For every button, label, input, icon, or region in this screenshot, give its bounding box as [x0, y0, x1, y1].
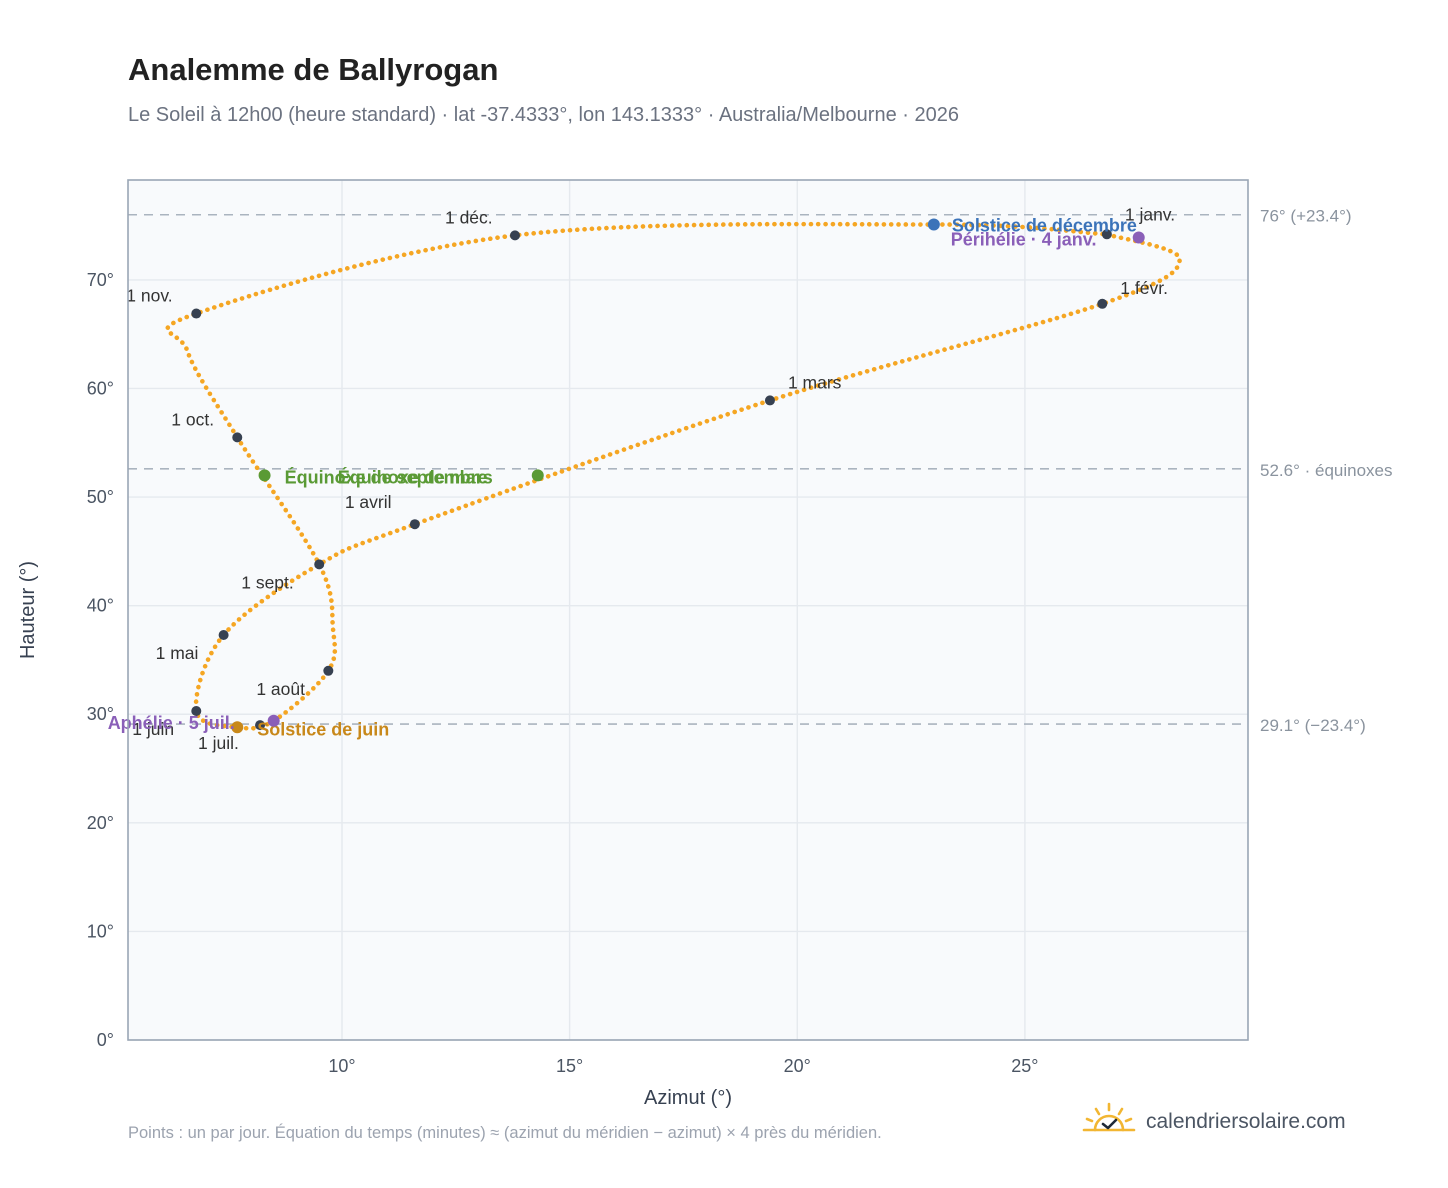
- analemma-path: [165, 221, 1183, 731]
- event-marker: [531, 469, 544, 482]
- month-marker-label: 1 déc.: [445, 207, 493, 227]
- x-tick-label: 10°: [328, 1056, 355, 1076]
- y-tick-label: 10°: [87, 921, 114, 941]
- y-axis-label: Hauteur (°): [17, 561, 39, 659]
- y-tick-label: 40°: [87, 596, 114, 616]
- month-marker-label: 1 nov.: [126, 286, 172, 306]
- event-marker: [231, 721, 244, 734]
- month-marker-label: 1 févr.: [1120, 278, 1168, 298]
- month-marker: [509, 230, 520, 241]
- month-marker-label: 1 juil.: [198, 733, 239, 753]
- y-tick-label: 20°: [87, 813, 114, 833]
- y-tick-label: 30°: [87, 704, 114, 724]
- month-marker-label: 1 juin: [132, 719, 174, 739]
- y-tick-label: 0°: [97, 1030, 114, 1050]
- axis-ticks: 10° 15° 20° 25° 0° 10° 20° 30° 40° 50° 60° 70°: [87, 270, 1039, 1076]
- event-label: Aphélie · 5 juil.: [108, 713, 235, 733]
- brand[interactable]: calendriersolaire.com: [1082, 1102, 1346, 1141]
- month-marker-label: 1 avril: [345, 492, 392, 512]
- y-tick-label: 70°: [87, 270, 114, 290]
- analemma-curve: [165, 221, 1183, 731]
- x-axis-label: Azimut (°): [644, 1087, 732, 1109]
- event-marker: [1132, 231, 1145, 244]
- reference-line-label: 52.6° · équinoxes: [1260, 461, 1393, 480]
- y-tick-label: 60°: [87, 378, 114, 398]
- event-marker: [927, 218, 940, 231]
- month-marker: [218, 629, 229, 640]
- chart-title: Analemme de Ballyrogan: [128, 52, 499, 87]
- month-marker: [314, 559, 325, 570]
- event-label: Équinoxe de mars: [338, 466, 493, 487]
- brand-name: calendriersolaire.com: [1146, 1109, 1346, 1133]
- month-marker: [191, 308, 202, 319]
- month-marker-label: 1 janv.: [1125, 204, 1175, 224]
- event-marker: [267, 714, 280, 727]
- month-marker-label: 1 mars: [788, 372, 842, 392]
- reference-line-label: 76° (+23.4°): [1260, 207, 1352, 226]
- month-markers: 1 janv. 1 févr. 1 mars 1 avril 1 mai 1 juin 1 …: [126, 204, 1175, 753]
- event-label: Périhélie · 4 janv.: [951, 230, 1097, 250]
- month-marker-label: 1 sept.: [241, 572, 294, 592]
- footnote: Points : un par jour. Équation du temps …: [128, 1124, 882, 1142]
- event-label: Solstice de juin: [257, 719, 389, 739]
- month-marker: [1101, 229, 1112, 240]
- reference-line-label: 29.1° (−23.4°): [1260, 716, 1366, 735]
- reference-lines: 76° (+23.4°) 52.6° · équinoxes 29.1° (−23.…: [128, 207, 1393, 735]
- month-marker: [255, 720, 266, 731]
- grid-lines: [128, 180, 1248, 1041]
- month-marker: [409, 519, 420, 530]
- month-marker: [191, 705, 202, 716]
- month-marker: [764, 395, 775, 406]
- plot-background: [128, 180, 1248, 1040]
- x-tick-label: 20°: [784, 1056, 811, 1076]
- y-tick-label: 50°: [87, 487, 114, 507]
- sun-icon: [1082, 1102, 1136, 1141]
- event-marker: [258, 469, 271, 482]
- month-marker: [232, 432, 243, 443]
- event-label: Solstice de décembre: [952, 216, 1137, 236]
- month-marker-label: 1 oct.: [171, 409, 214, 429]
- x-tick-label: 15°: [556, 1056, 583, 1076]
- event-label: Équinoxe de septembre: [285, 466, 488, 487]
- month-marker-label: 1 mai: [156, 643, 199, 663]
- plot-frame: [127, 179, 1249, 1041]
- x-tick-label: 25°: [1011, 1056, 1038, 1076]
- month-marker: [323, 665, 334, 676]
- chart-subtitle: Le Soleil à 12h00 (heure standard) · lat…: [128, 104, 959, 126]
- month-marker-label: 1 août: [256, 679, 305, 699]
- month-marker: [1097, 298, 1108, 309]
